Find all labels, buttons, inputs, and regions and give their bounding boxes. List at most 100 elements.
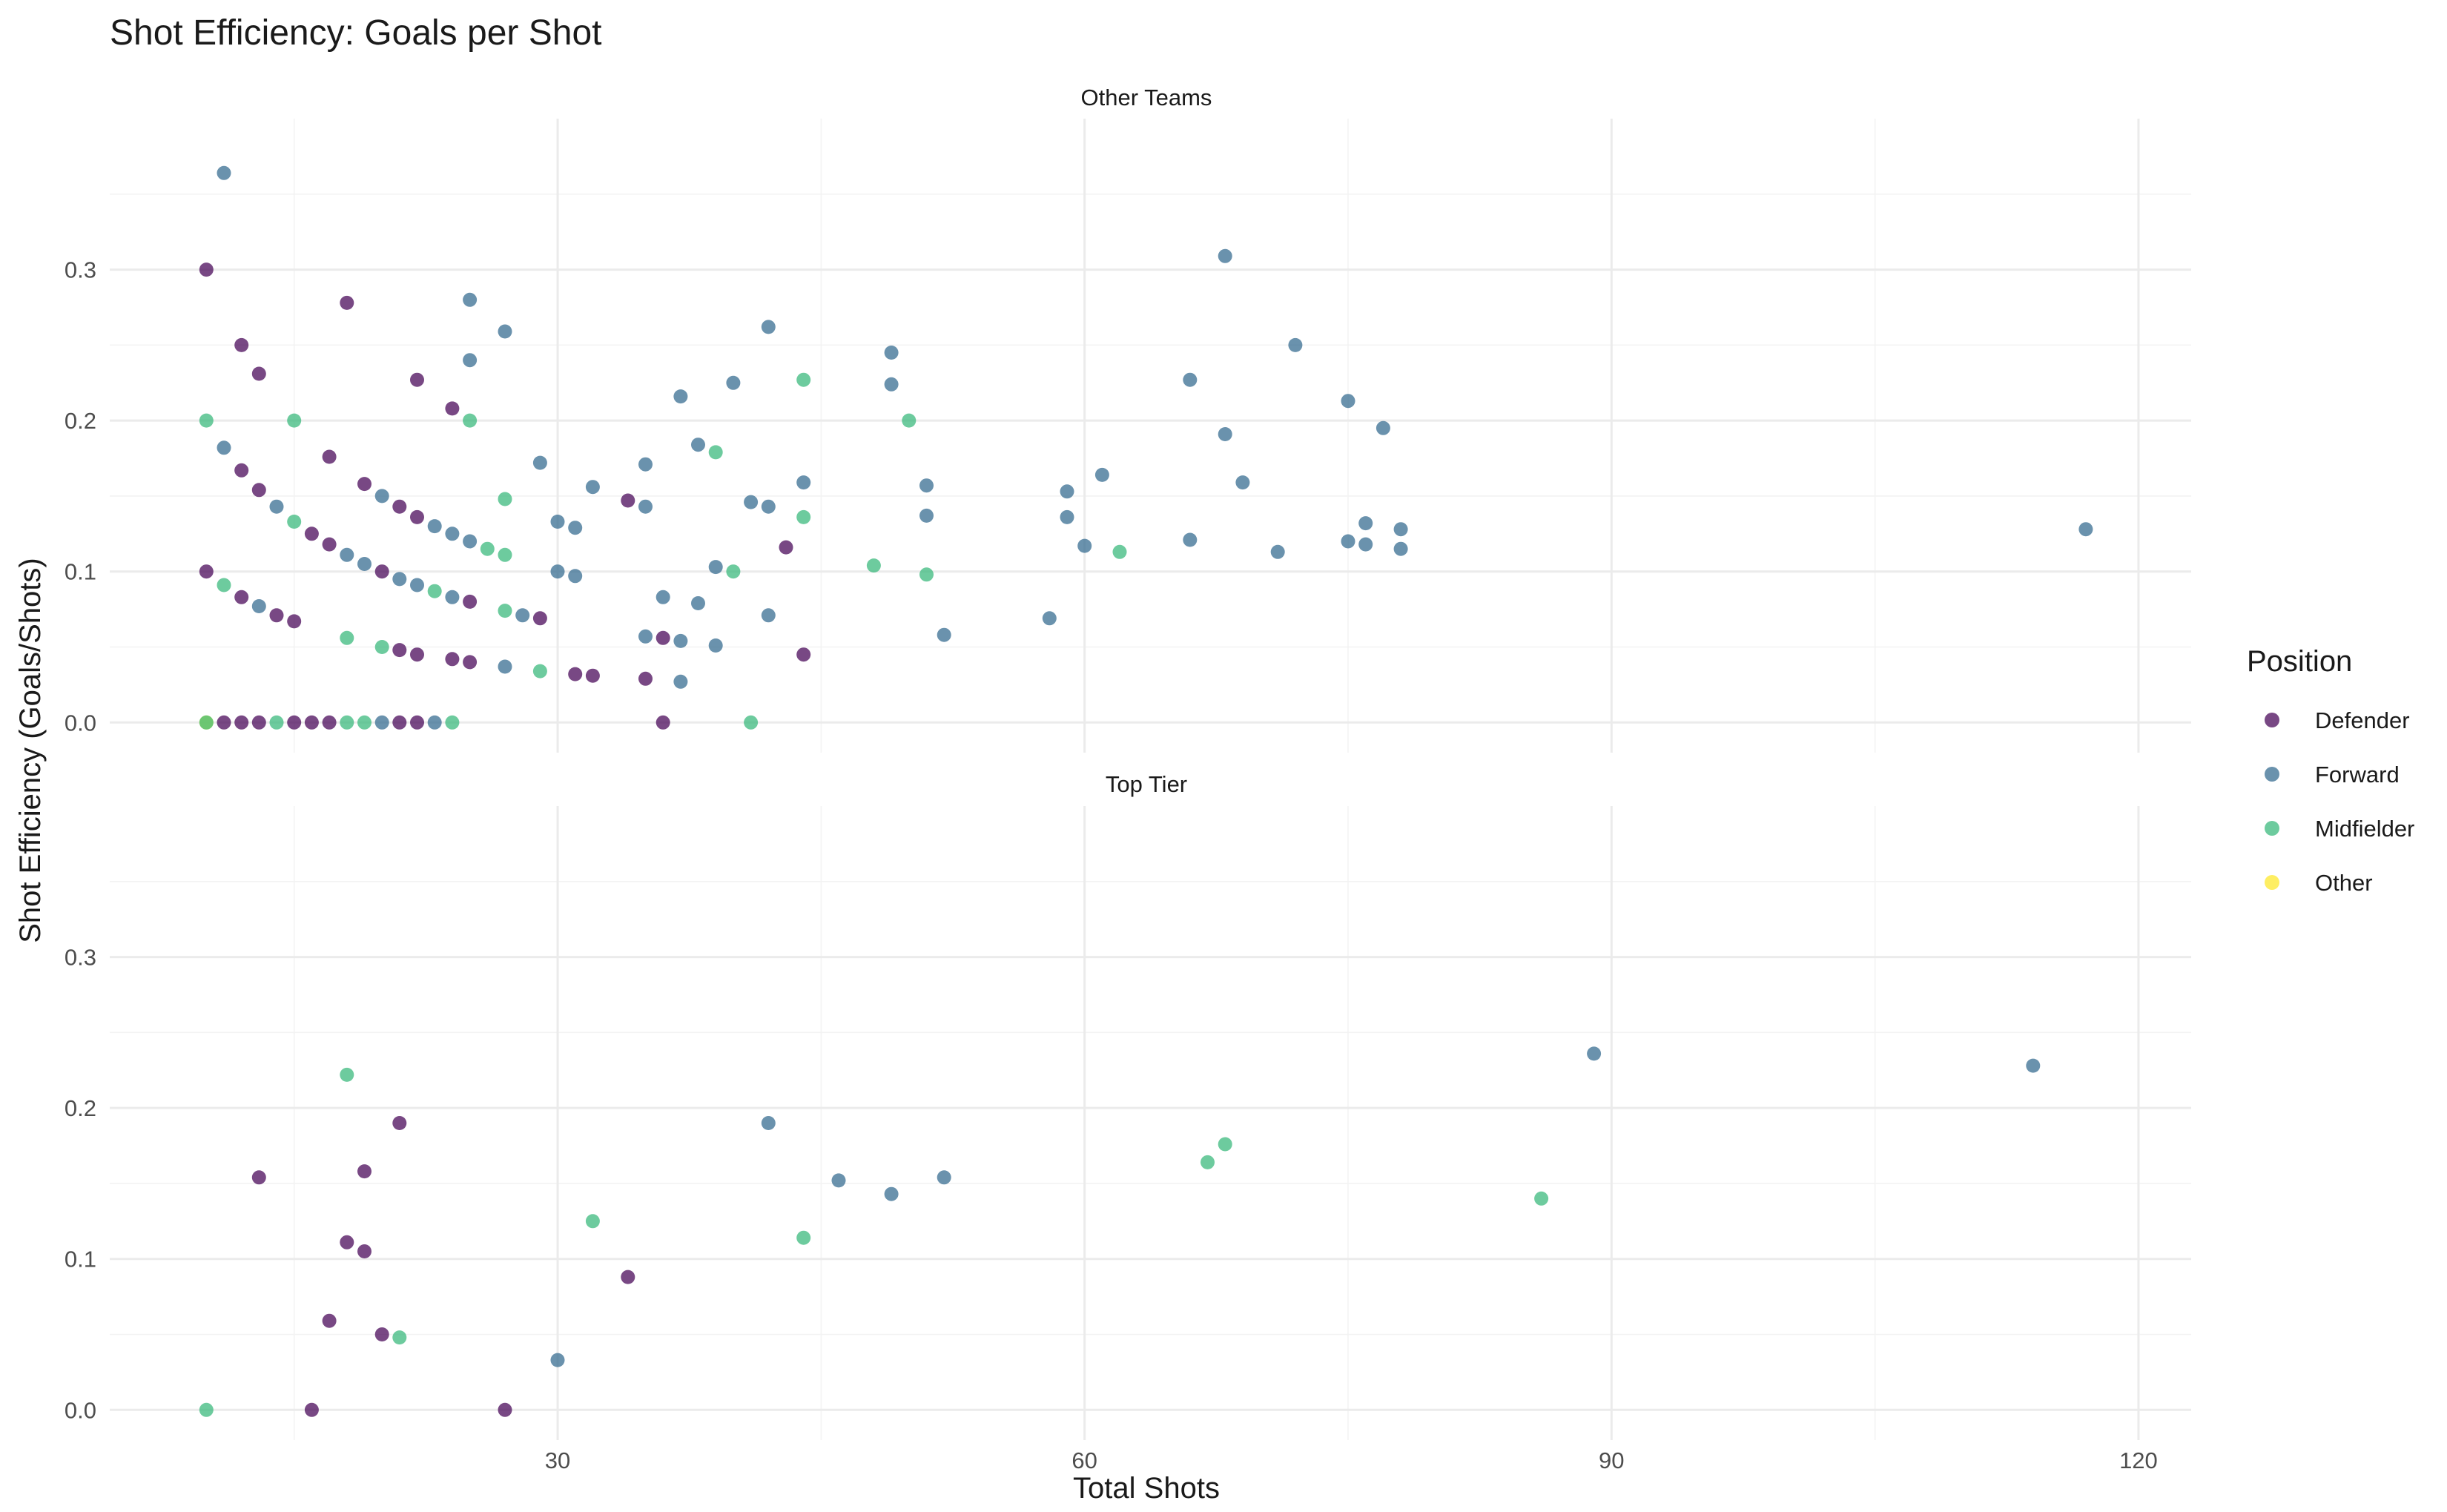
data-point-forward [761,1116,776,1130]
data-point-forward [498,324,512,339]
data-point-midfielder [357,715,371,730]
data-point-midfielder [708,445,723,460]
legend-label-other: Other [2315,870,2373,896]
data-point-defender [251,366,266,381]
data-point-defender [340,1235,354,1249]
data-point-defender [357,1244,371,1258]
x-tick-label: 120 [2119,1447,2158,1473]
data-point-forward [1393,541,1408,556]
y-tick-labels-other-teams: 0.0 0.1 0.2 0.3 [65,257,96,736]
data-point-forward [1341,534,1355,549]
data-point-defender [374,564,389,579]
data-point-forward [217,440,231,455]
data-point-defender [322,715,337,730]
legend-key-other [2265,875,2279,890]
data-point-forward [638,499,653,514]
legend-label-forward: Forward [2315,762,2400,788]
data-point-forward [585,480,600,495]
x-tick-label: 90 [1599,1447,1624,1473]
data-point-forward [1077,538,1092,553]
data-point-defender [568,667,583,681]
data-point-forward [1183,532,1198,547]
data-point-defender [392,715,407,730]
data-point-forward [884,1186,899,1201]
y-tick-label: 0.3 [65,945,96,971]
data-point-forward [1341,394,1355,409]
data-point-forward [1060,509,1074,524]
y-tick-label: 0.3 [65,257,96,283]
data-point-midfielder [199,1402,214,1417]
legend-items: Defender Forward Midfielder Other [2265,707,2414,896]
data-point-forward [1183,372,1198,387]
data-point-midfielder [392,1330,407,1345]
legend-key-midfielder [2265,821,2279,836]
data-point-forward [550,564,565,579]
data-point-forward [532,455,547,470]
data-point-defender [410,372,424,387]
data-point-forward [673,633,688,648]
data-point-midfielder [199,715,214,730]
data-point-defender [621,493,635,508]
data-point-midfielder [217,578,231,592]
data-point-defender [234,715,249,730]
data-point-forward [217,165,231,180]
legend-label-midfielder: Midfielder [2315,816,2414,842]
gridlines-top-tier [110,806,2191,1440]
points-other-teams [199,165,2093,730]
data-point-defender [304,715,319,730]
data-point-forward [1218,248,1232,263]
data-point-forward [1094,467,1109,482]
y-tick-labels-top-tier: 0.0 0.1 0.2 0.3 [65,945,96,1424]
data-point-defender [498,1402,512,1417]
data-point-defender [340,295,354,310]
data-point-midfielder [498,547,512,562]
data-point-midfielder [1201,1155,1215,1169]
data-point-defender [392,499,407,514]
data-point-forward [744,495,759,509]
data-point-midfielder [796,1230,811,1245]
data-point-midfielder [340,1067,354,1082]
data-point-forward [251,599,266,613]
data-point-defender [463,594,478,609]
data-point-forward [708,560,723,575]
data-point-forward [463,292,478,307]
data-point-midfielder [269,715,284,730]
facet-panel-top-tier: Top Tier 0.0 0.1 0.2 0.3 [65,771,2191,1440]
data-point-forward [2026,1058,2041,1073]
data-point-defender [392,1116,407,1130]
points-top-tier [199,1046,2041,1417]
data-point-midfielder [480,541,495,556]
data-point-forward [498,659,512,674]
data-point-defender [322,537,337,552]
data-point-forward [2078,522,2093,537]
y-tick-label: 0.2 [65,1095,96,1121]
legend-key-forward [2265,767,2279,782]
y-axis-label: Shot Efficiency (Goals/Shots) [14,558,47,943]
data-point-forward [357,557,371,571]
data-point-forward [1218,427,1232,441]
data-point-forward [392,572,407,587]
data-point-defender [234,337,249,352]
x-tick-label: 30 [545,1447,570,1473]
data-point-defender [287,715,302,730]
data-point-forward [1376,420,1390,435]
data-point-defender [463,655,478,670]
y-tick-label: 0.0 [65,1397,96,1423]
data-point-defender [251,483,266,498]
data-point-forward [919,478,934,493]
data-point-defender [251,715,266,730]
data-point-midfielder [796,509,811,524]
data-point-midfielder [585,1214,600,1229]
legend: Position Defender Forward Midfielder Other [2247,645,2414,896]
data-point-defender [304,526,319,541]
data-point-midfielder [498,604,512,618]
data-point-forward [410,578,424,592]
data-point-forward [761,320,776,334]
data-point-midfielder [374,640,389,654]
data-point-midfielder [919,567,934,582]
data-point-forward [568,521,583,535]
data-point-forward [673,674,688,689]
data-point-forward [831,1173,846,1188]
gridlines-other-teams [110,119,2191,753]
